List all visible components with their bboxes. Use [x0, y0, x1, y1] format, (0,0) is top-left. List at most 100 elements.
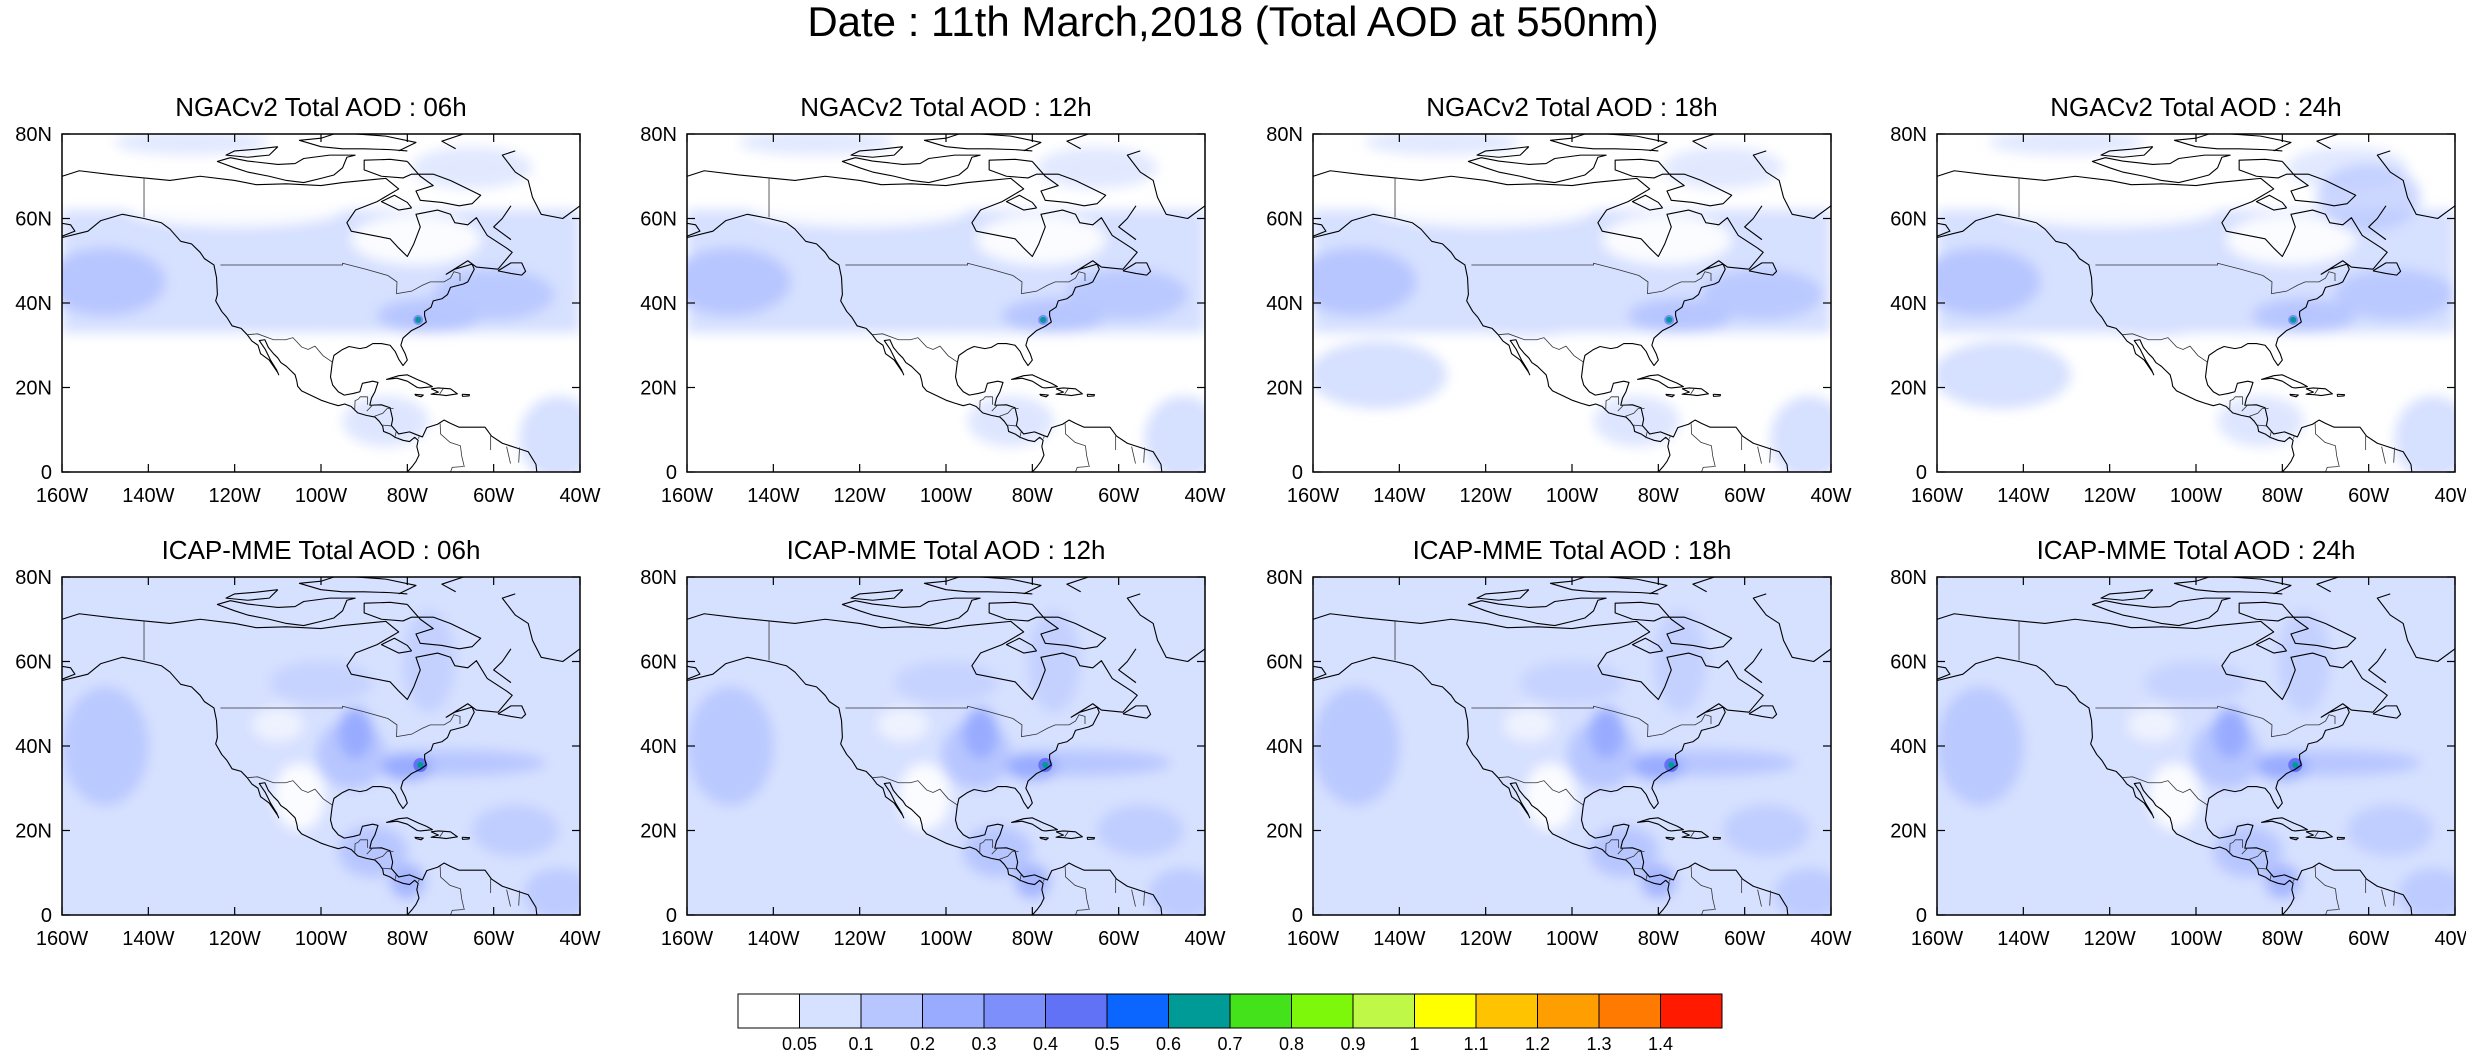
- colorbar-swatch: [1475, 993, 1538, 1029]
- panel-title: NGACv2 Total AOD : 12h: [800, 92, 1092, 122]
- lon-tick-label: 160W: [661, 485, 713, 507]
- lon-tick-label: 120W: [209, 485, 261, 507]
- lat-tick-label: 60N: [640, 209, 677, 231]
- lon-tick-label: 60W: [1098, 928, 1139, 950]
- colorbar-swatch: [1598, 993, 1661, 1029]
- lat-tick-label: 60N: [1266, 209, 1303, 231]
- lon-tick-label: 40W: [1184, 928, 1225, 950]
- aod-field: [62, 577, 580, 915]
- lon-tick-label: 120W: [1460, 485, 1512, 507]
- colorbar-swatch: [860, 993, 923, 1029]
- lat-tick-label: 20N: [15, 378, 52, 400]
- lat-tick-label: 60N: [1266, 652, 1303, 674]
- figure-title: Date : 11th March,2018 (Total AOD at 550…: [807, 0, 1659, 45]
- aod-field: [1937, 577, 2455, 915]
- lon-tick-label: 100W: [2170, 928, 2222, 950]
- lat-tick-label: 0: [1292, 905, 1303, 927]
- panel-title: ICAP-MME Total AOD : 06h: [161, 535, 481, 565]
- panel-title: NGACv2 Total AOD : 24h: [2050, 92, 2342, 122]
- colorbar-label: 1.3: [1586, 1034, 1611, 1054]
- lon-tick-label: 60W: [1724, 485, 1765, 507]
- colorbar-swatch: [1537, 993, 1600, 1029]
- colorbar-label: 0.2: [910, 1034, 935, 1054]
- lat-tick-label: 0: [666, 462, 677, 484]
- colorbar-label: 0.4: [1033, 1034, 1058, 1054]
- lat-tick-label: 60N: [15, 209, 52, 231]
- colorbar-label: 1: [1409, 1034, 1419, 1054]
- colorbar-label: 1.2: [1525, 1034, 1550, 1054]
- colorbar-swatch: [1291, 993, 1354, 1029]
- lon-tick-label: 140W: [1997, 485, 2049, 507]
- lat-tick-label: 0: [666, 905, 677, 927]
- lat-tick-label: 80N: [1266, 124, 1303, 146]
- lat-tick-label: 20N: [15, 821, 52, 843]
- lon-tick-label: 100W: [1546, 485, 1598, 507]
- lat-tick-label: 40N: [15, 736, 52, 758]
- lon-tick-label: 120W: [834, 485, 886, 507]
- lon-tick-label: 40W: [1810, 485, 1851, 507]
- colorbar-swatch: [1168, 993, 1231, 1029]
- aod-field: [687, 134, 1205, 472]
- lat-tick-label: 40N: [640, 293, 677, 315]
- lat-tick-label: 0: [41, 462, 52, 484]
- lat-tick-label: 80N: [1890, 567, 1927, 589]
- colorbar-swatch: [1414, 993, 1477, 1029]
- lon-tick-label: 120W: [2084, 928, 2136, 950]
- lon-tick-label: 60W: [473, 485, 514, 507]
- lon-tick-label: 100W: [295, 928, 347, 950]
- lat-tick-label: 80N: [1266, 567, 1303, 589]
- lon-tick-label: 80W: [1638, 928, 1679, 950]
- lat-tick-label: 0: [41, 905, 52, 927]
- lat-tick-label: 60N: [640, 652, 677, 674]
- lon-tick-label: 80W: [387, 928, 428, 950]
- colorbar-swatch: [1660, 993, 1723, 1029]
- lat-tick-label: 60N: [1890, 209, 1927, 231]
- lon-tick-label: 140W: [1997, 928, 2049, 950]
- colorbar-label: 0.5: [1094, 1034, 1119, 1054]
- colorbar-swatch: [737, 993, 800, 1029]
- lon-tick-label: 140W: [747, 928, 799, 950]
- lon-tick-label: 140W: [747, 485, 799, 507]
- lon-tick-label: 60W: [2348, 485, 2389, 507]
- lat-tick-label: 20N: [1890, 378, 1927, 400]
- lon-tick-label: 160W: [1911, 928, 1963, 950]
- lon-tick-label: 80W: [1638, 485, 1679, 507]
- lon-tick-label: 40W: [2434, 928, 2466, 950]
- colorbar-swatch: [799, 993, 862, 1029]
- colorbar-swatch: [983, 993, 1046, 1029]
- colorbar-label: 0.1: [848, 1034, 873, 1054]
- colorbar-swatch: [1106, 993, 1169, 1029]
- lon-tick-label: 80W: [1012, 485, 1053, 507]
- lat-tick-label: 40N: [15, 293, 52, 315]
- lon-tick-label: 80W: [2262, 485, 2303, 507]
- lon-tick-label: 140W: [122, 485, 174, 507]
- lon-tick-label: 140W: [122, 928, 174, 950]
- lat-tick-label: 20N: [640, 821, 677, 843]
- colorbar-label: 0.05: [782, 1034, 817, 1054]
- lon-tick-label: 80W: [1012, 928, 1053, 950]
- lon-tick-label: 40W: [1810, 928, 1851, 950]
- aod-field: [687, 577, 1205, 915]
- panel-title: NGACv2 Total AOD : 06h: [175, 92, 467, 122]
- lon-tick-label: 100W: [295, 485, 347, 507]
- colorbar: 0.05 0.1 0.2 0.3 0.4 0.5 0.6 0.7 0.8 0.9 1 1.1 1.2 1.…: [737, 993, 1723, 1054]
- lon-tick-label: 160W: [1287, 928, 1339, 950]
- lat-tick-label: 80N: [1890, 124, 1927, 146]
- lon-tick-label: 40W: [2434, 485, 2466, 507]
- lat-tick-label: 80N: [15, 567, 52, 589]
- lon-tick-label: 80W: [387, 485, 428, 507]
- lon-tick-label: 120W: [1460, 928, 1512, 950]
- lon-tick-label: 60W: [1098, 485, 1139, 507]
- colorbar-label: 1.4: [1648, 1034, 1673, 1054]
- lon-tick-label: 40W: [559, 928, 600, 950]
- lon-tick-label: 160W: [36, 928, 88, 950]
- colorbar-label: 0.6: [1156, 1034, 1181, 1054]
- lon-tick-label: 60W: [2348, 928, 2389, 950]
- lon-tick-label: 160W: [1287, 485, 1339, 507]
